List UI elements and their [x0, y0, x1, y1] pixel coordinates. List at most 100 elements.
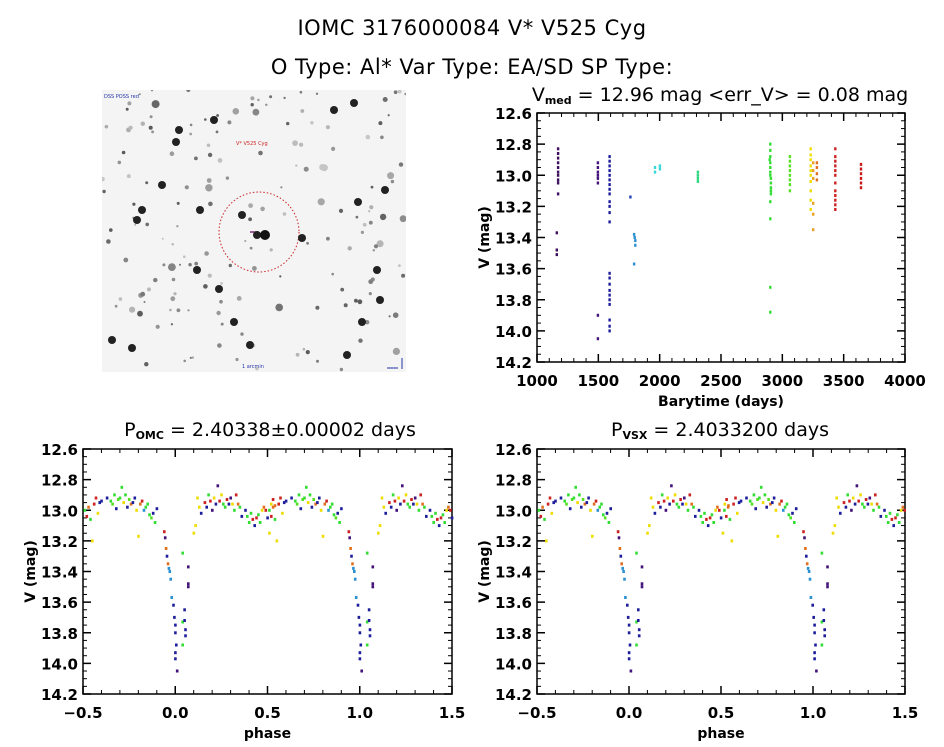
star — [246, 341, 254, 349]
data-point — [257, 513, 260, 517]
star — [151, 130, 154, 134]
data-point — [310, 505, 314, 509]
data-point — [851, 496, 855, 500]
y-axis-label: V (mag) — [477, 206, 493, 269]
data-point — [437, 524, 441, 528]
data-point — [316, 501, 319, 505]
y-tick-label: 13.0 — [495, 502, 532, 520]
x-tick-label: 0.0 — [162, 704, 189, 722]
star — [330, 106, 338, 114]
star — [161, 237, 164, 240]
data-point — [730, 539, 734, 543]
x-tick-label: 2500 — [700, 372, 742, 390]
data-point — [295, 502, 299, 506]
data-point — [808, 577, 812, 581]
star — [236, 296, 242, 301]
data-point — [703, 511, 706, 515]
star — [149, 115, 153, 119]
data-point — [794, 507, 798, 511]
data-point — [769, 155, 772, 159]
star — [390, 179, 395, 184]
star — [279, 275, 282, 278]
data-point — [556, 161, 560, 165]
star — [244, 239, 247, 243]
data-point — [556, 152, 560, 155]
data-point — [608, 155, 611, 159]
data-point — [203, 501, 207, 505]
data-point — [894, 516, 897, 520]
data-point — [812, 176, 815, 180]
data-point — [184, 634, 187, 638]
data-point — [175, 643, 178, 647]
star — [216, 114, 219, 117]
data-point — [556, 181, 560, 185]
data-point — [565, 502, 568, 506]
star — [316, 359, 319, 363]
data-point — [556, 178, 560, 182]
data-point — [137, 534, 140, 538]
data-point — [859, 176, 863, 180]
star — [315, 92, 319, 95]
data-point — [660, 493, 664, 497]
data-point — [807, 570, 811, 573]
star — [340, 287, 345, 292]
data-point — [608, 169, 611, 173]
data-point — [192, 531, 196, 535]
data-point — [626, 615, 630, 619]
data-point — [632, 232, 636, 236]
data-point — [412, 502, 415, 506]
star — [204, 251, 209, 256]
data-point — [833, 524, 837, 528]
data-point — [772, 496, 776, 500]
data-point — [395, 508, 398, 512]
data-point — [608, 187, 611, 191]
data-point — [209, 499, 212, 503]
data-point — [168, 570, 172, 573]
lightcurve-plot: 12.6 12.8 13.0 13.2 13.4 13.6 13.8 14.0 14.21000… — [477, 105, 926, 410]
data-point — [608, 271, 611, 275]
y-tick-label: 12.8 — [495, 136, 532, 154]
star — [186, 90, 191, 93]
data-point — [834, 198, 837, 202]
data-point — [233, 508, 236, 512]
data-point — [150, 516, 153, 520]
data-point — [591, 534, 594, 538]
star — [137, 310, 143, 317]
data-point — [140, 499, 144, 503]
data-point — [888, 511, 892, 515]
data-point — [765, 505, 768, 509]
data-point — [262, 505, 266, 509]
star — [299, 142, 304, 147]
y-tick-label: 12.6 — [41, 441, 78, 459]
data-point — [834, 194, 837, 197]
data-point — [570, 498, 574, 501]
star — [372, 249, 375, 252]
data-point — [886, 521, 890, 524]
star — [398, 162, 404, 167]
star — [179, 263, 181, 266]
data-point — [637, 619, 640, 622]
data-point — [608, 164, 611, 168]
star — [399, 215, 406, 223]
lightcurve-title-sub: med — [544, 94, 572, 107]
data-point — [608, 220, 611, 224]
x-tick-label: −0.5 — [517, 704, 556, 722]
target-aperture-circle — [218, 191, 300, 273]
y-tick-label: 13.2 — [41, 533, 78, 551]
data-point — [135, 508, 138, 512]
data-point — [543, 517, 546, 521]
data-point — [297, 493, 301, 497]
data-point — [646, 531, 649, 535]
data-point — [115, 507, 118, 511]
data-point — [635, 620, 638, 624]
star — [134, 223, 137, 226]
data-point — [769, 200, 772, 204]
x-tick-label: 0.5 — [254, 704, 281, 722]
star — [204, 118, 207, 121]
star — [373, 266, 381, 274]
star — [392, 347, 400, 355]
data-point — [839, 511, 842, 515]
data-point — [866, 502, 870, 506]
data-point — [100, 499, 103, 503]
data-point — [618, 547, 622, 550]
